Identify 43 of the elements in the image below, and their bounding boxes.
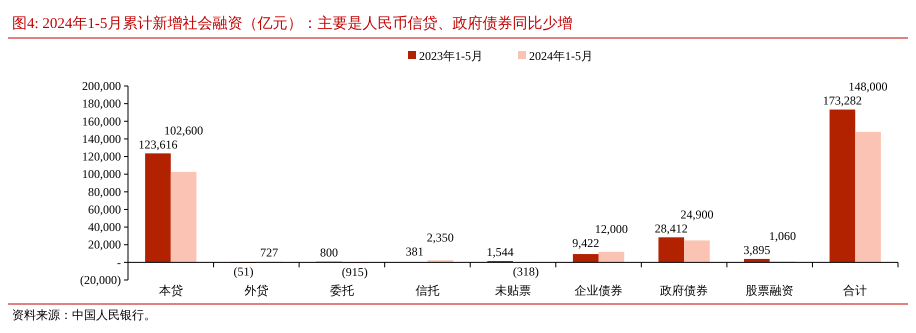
x-tick-label: 本贷 bbox=[158, 283, 183, 298]
x-tick-label: 企业债券 bbox=[574, 283, 623, 298]
data-label: 9,422 bbox=[572, 236, 600, 250]
data-label: 28,412 bbox=[654, 221, 688, 236]
y-tick-label: 40,000 bbox=[88, 220, 121, 234]
x-tick-label: 信托 bbox=[415, 283, 440, 298]
data-label: 173,282 bbox=[822, 94, 862, 108]
data-label: 2,350 bbox=[426, 230, 454, 244]
y-tick-label: (20,000) bbox=[80, 273, 121, 287]
data-label: (51) bbox=[234, 264, 254, 278]
x-tick-label: 政府债券 bbox=[660, 283, 708, 298]
y-tick-label: 100,000 bbox=[82, 167, 121, 182]
data-label: 123,616 bbox=[138, 137, 178, 152]
data-label: 1,544 bbox=[486, 245, 514, 259]
y-tick-label: 140,000 bbox=[82, 132, 121, 146]
x-tick-label: 外贷 bbox=[244, 283, 268, 298]
data-label: 3,895 bbox=[743, 242, 770, 257]
data-label: 102,600 bbox=[164, 123, 204, 138]
data-label: (318) bbox=[512, 264, 539, 279]
data-label: (915) bbox=[342, 265, 368, 280]
x-tick-label: 股票融资 bbox=[746, 283, 794, 298]
data-label: 381 bbox=[406, 244, 424, 258]
x-tick-label: 委托 bbox=[330, 283, 354, 298]
y-tick-label: 60,000 bbox=[88, 202, 121, 216]
y-tick-label: - bbox=[117, 255, 121, 270]
data-label: 148,000 bbox=[848, 80, 888, 94]
data-label: 24,900 bbox=[680, 207, 714, 222]
y-tick-label: 180,000 bbox=[82, 96, 121, 111]
data-label: 12,000 bbox=[594, 222, 628, 236]
data-label: 727 bbox=[260, 246, 278, 260]
y-tick-label: 200,000 bbox=[82, 79, 121, 93]
legend-label: 2024年1-5月 bbox=[529, 49, 593, 63]
data-label: 800 bbox=[320, 246, 338, 260]
y-tick-label: 120,000 bbox=[82, 150, 121, 164]
y-tick-label: 160,000 bbox=[82, 114, 121, 128]
data-label: 1,060 bbox=[769, 228, 796, 243]
x-tick-label: 未贴票 bbox=[495, 283, 531, 298]
chart-title: 图4: 2024年1-5月累计新增社会融资（亿元）：主要是人民币信贷、政府债券同比少增 bbox=[12, 15, 572, 32]
legend-label: 2023年1-5月 bbox=[419, 49, 483, 63]
x-tick-label: 合计 bbox=[843, 283, 868, 298]
y-tick-label: 80,000 bbox=[88, 184, 121, 199]
text: 资料来源：中国人民银行。 bbox=[12, 308, 156, 322]
y-tick-label: 20,000 bbox=[88, 238, 121, 252]
